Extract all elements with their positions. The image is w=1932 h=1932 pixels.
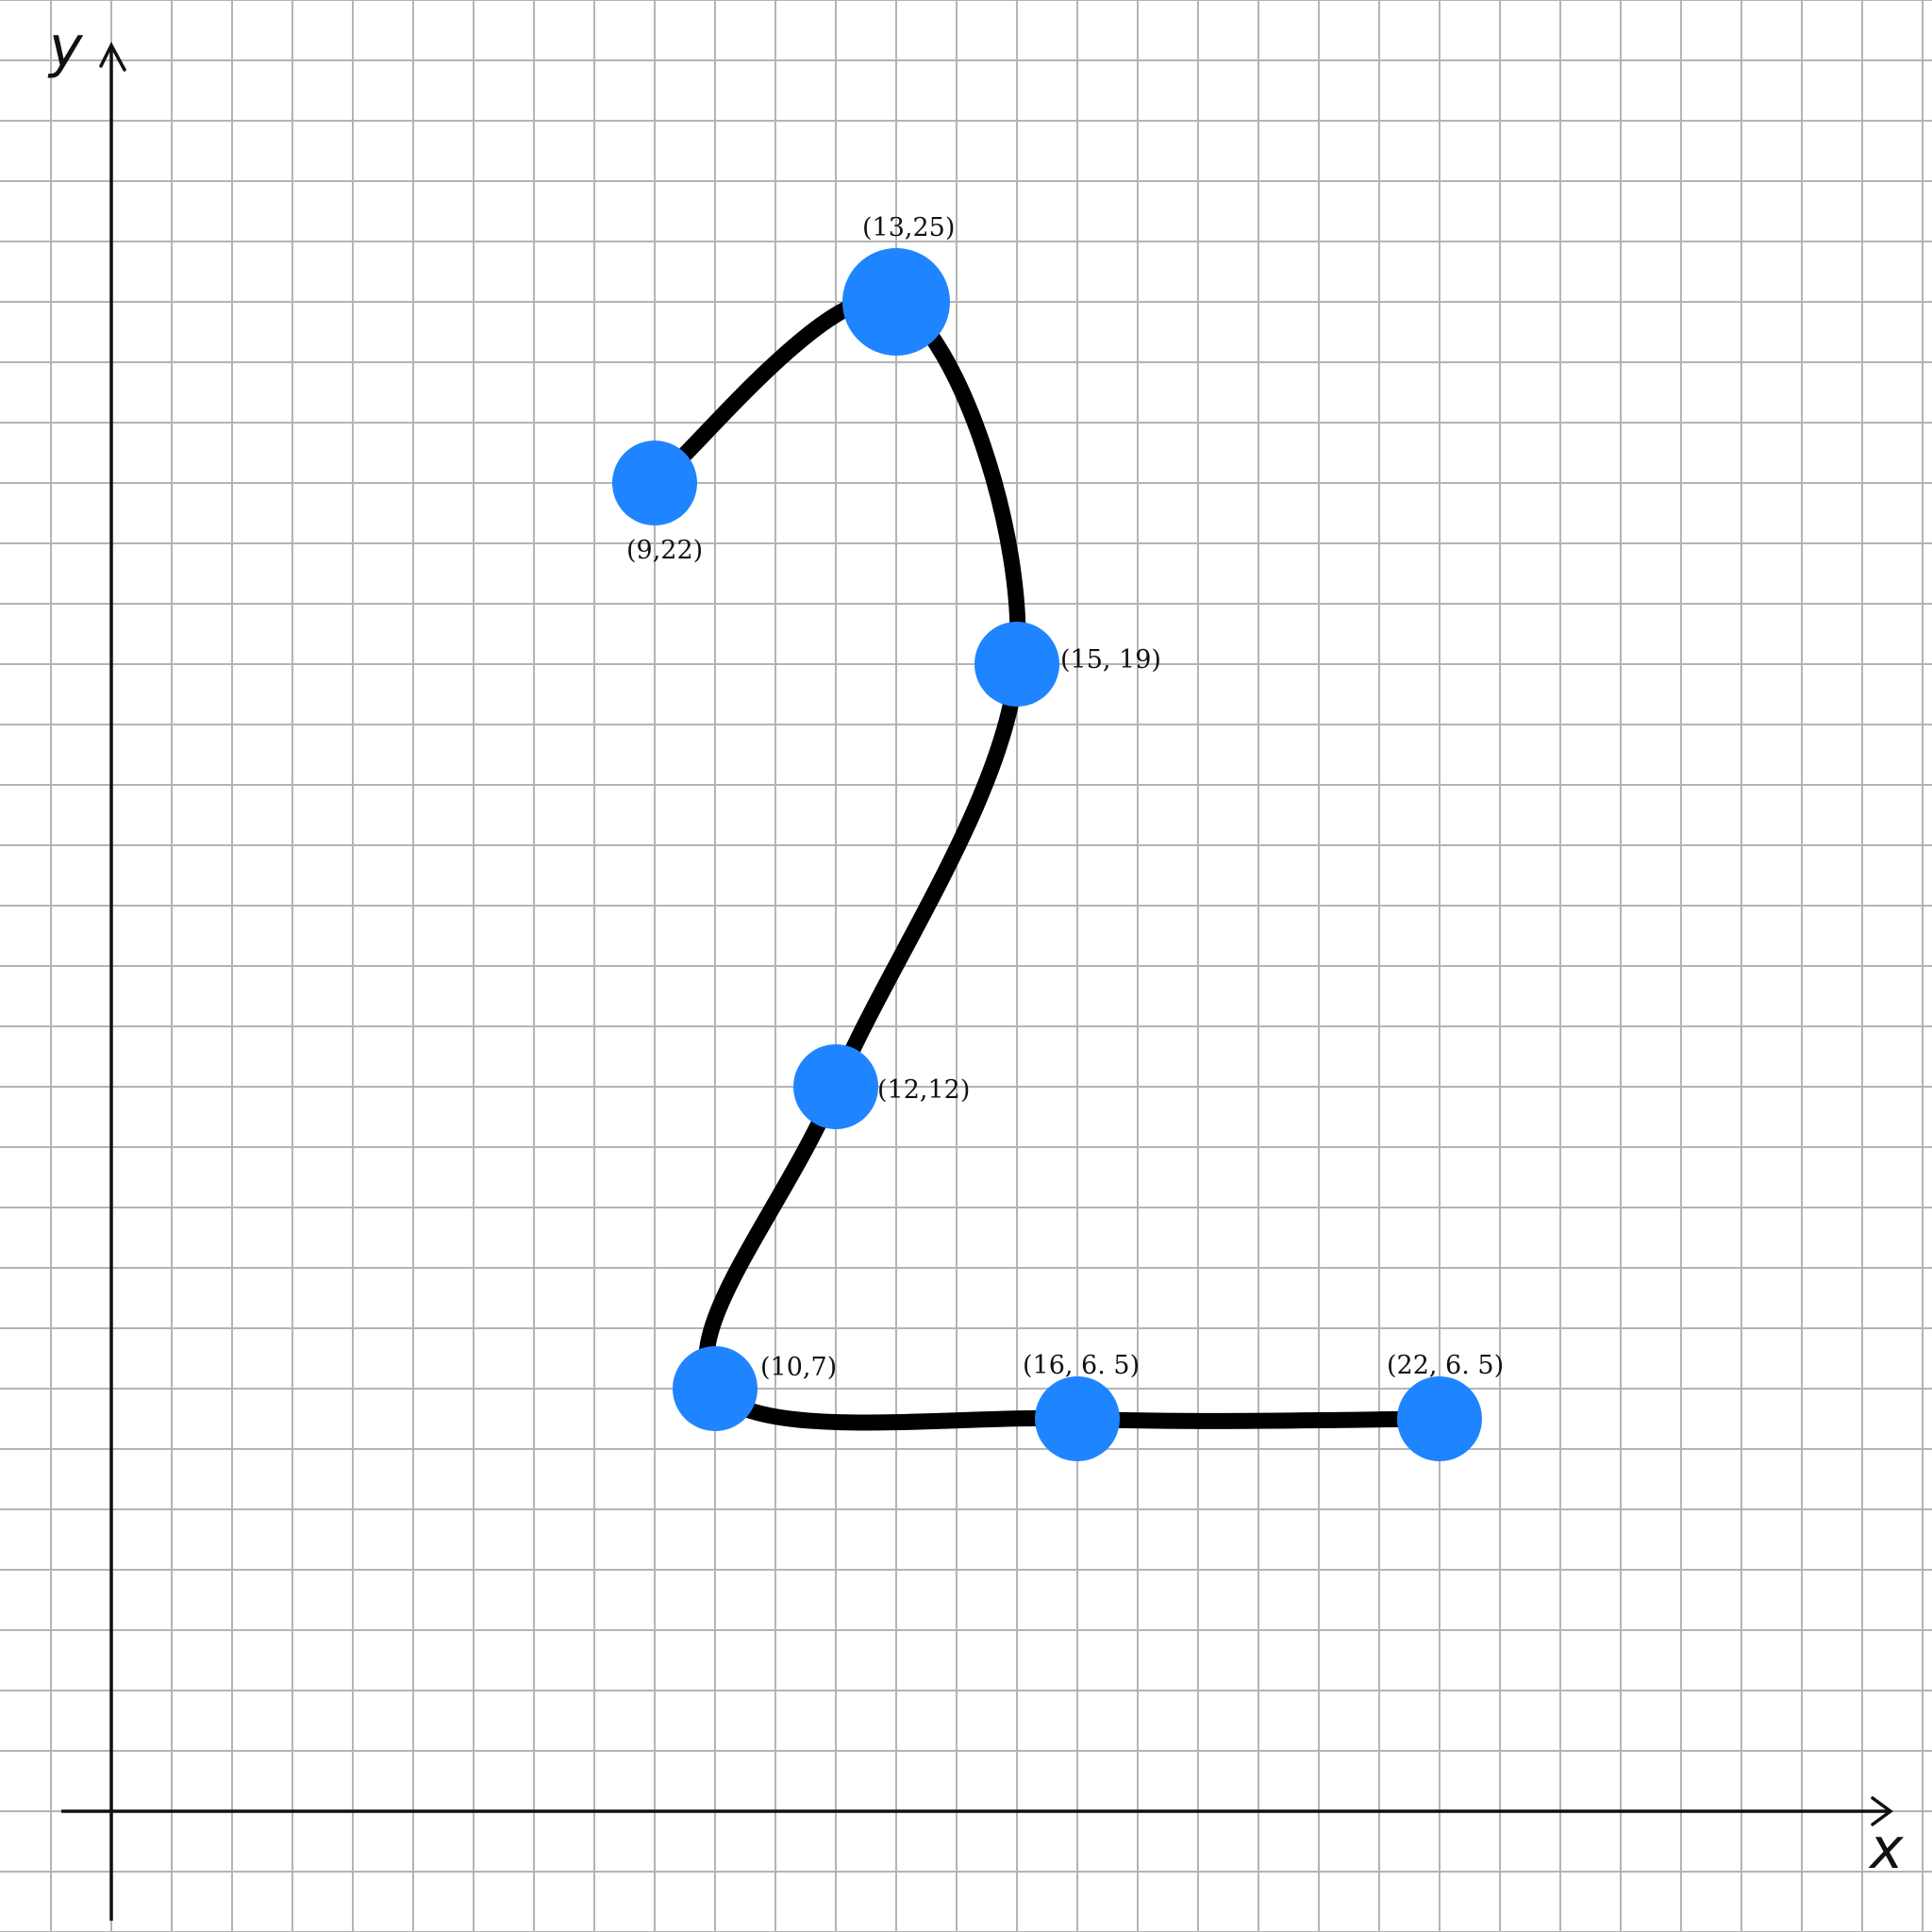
y-axis-arrowhead (99, 42, 126, 72)
data-point-label: (10,7) (760, 1353, 837, 1382)
x-axis-label: x (1868, 1816, 1904, 1882)
data-points (612, 248, 1482, 1461)
data-point-label: (9,22) (626, 536, 703, 565)
series-curve (646, 291, 1448, 1431)
data-point-marker (842, 248, 950, 356)
data-labels: (9,22) (13,25) (15, 19) (12,12) (10,7) (16, 6… (626, 213, 1504, 1382)
x-axis-arrowhead (1871, 1796, 1893, 1826)
data-point-marker (1035, 1376, 1120, 1461)
data-point-marker (1397, 1376, 1482, 1461)
data-point-marker (673, 1346, 758, 1431)
data-point-label: (16, 6. 5) (1023, 1351, 1140, 1380)
data-point-marker (974, 622, 1059, 707)
data-point-marker (612, 441, 697, 525)
data-point-marker (793, 1044, 878, 1129)
data-point-label: (22, 6. 5) (1387, 1351, 1504, 1380)
data-point-label: (15, 19) (1060, 645, 1161, 675)
data-point-label: (13,25) (862, 213, 955, 242)
axes: x y (47, 14, 1904, 1921)
y-axis-label: y (47, 14, 84, 80)
data-point-label: (12,12) (877, 1075, 970, 1105)
